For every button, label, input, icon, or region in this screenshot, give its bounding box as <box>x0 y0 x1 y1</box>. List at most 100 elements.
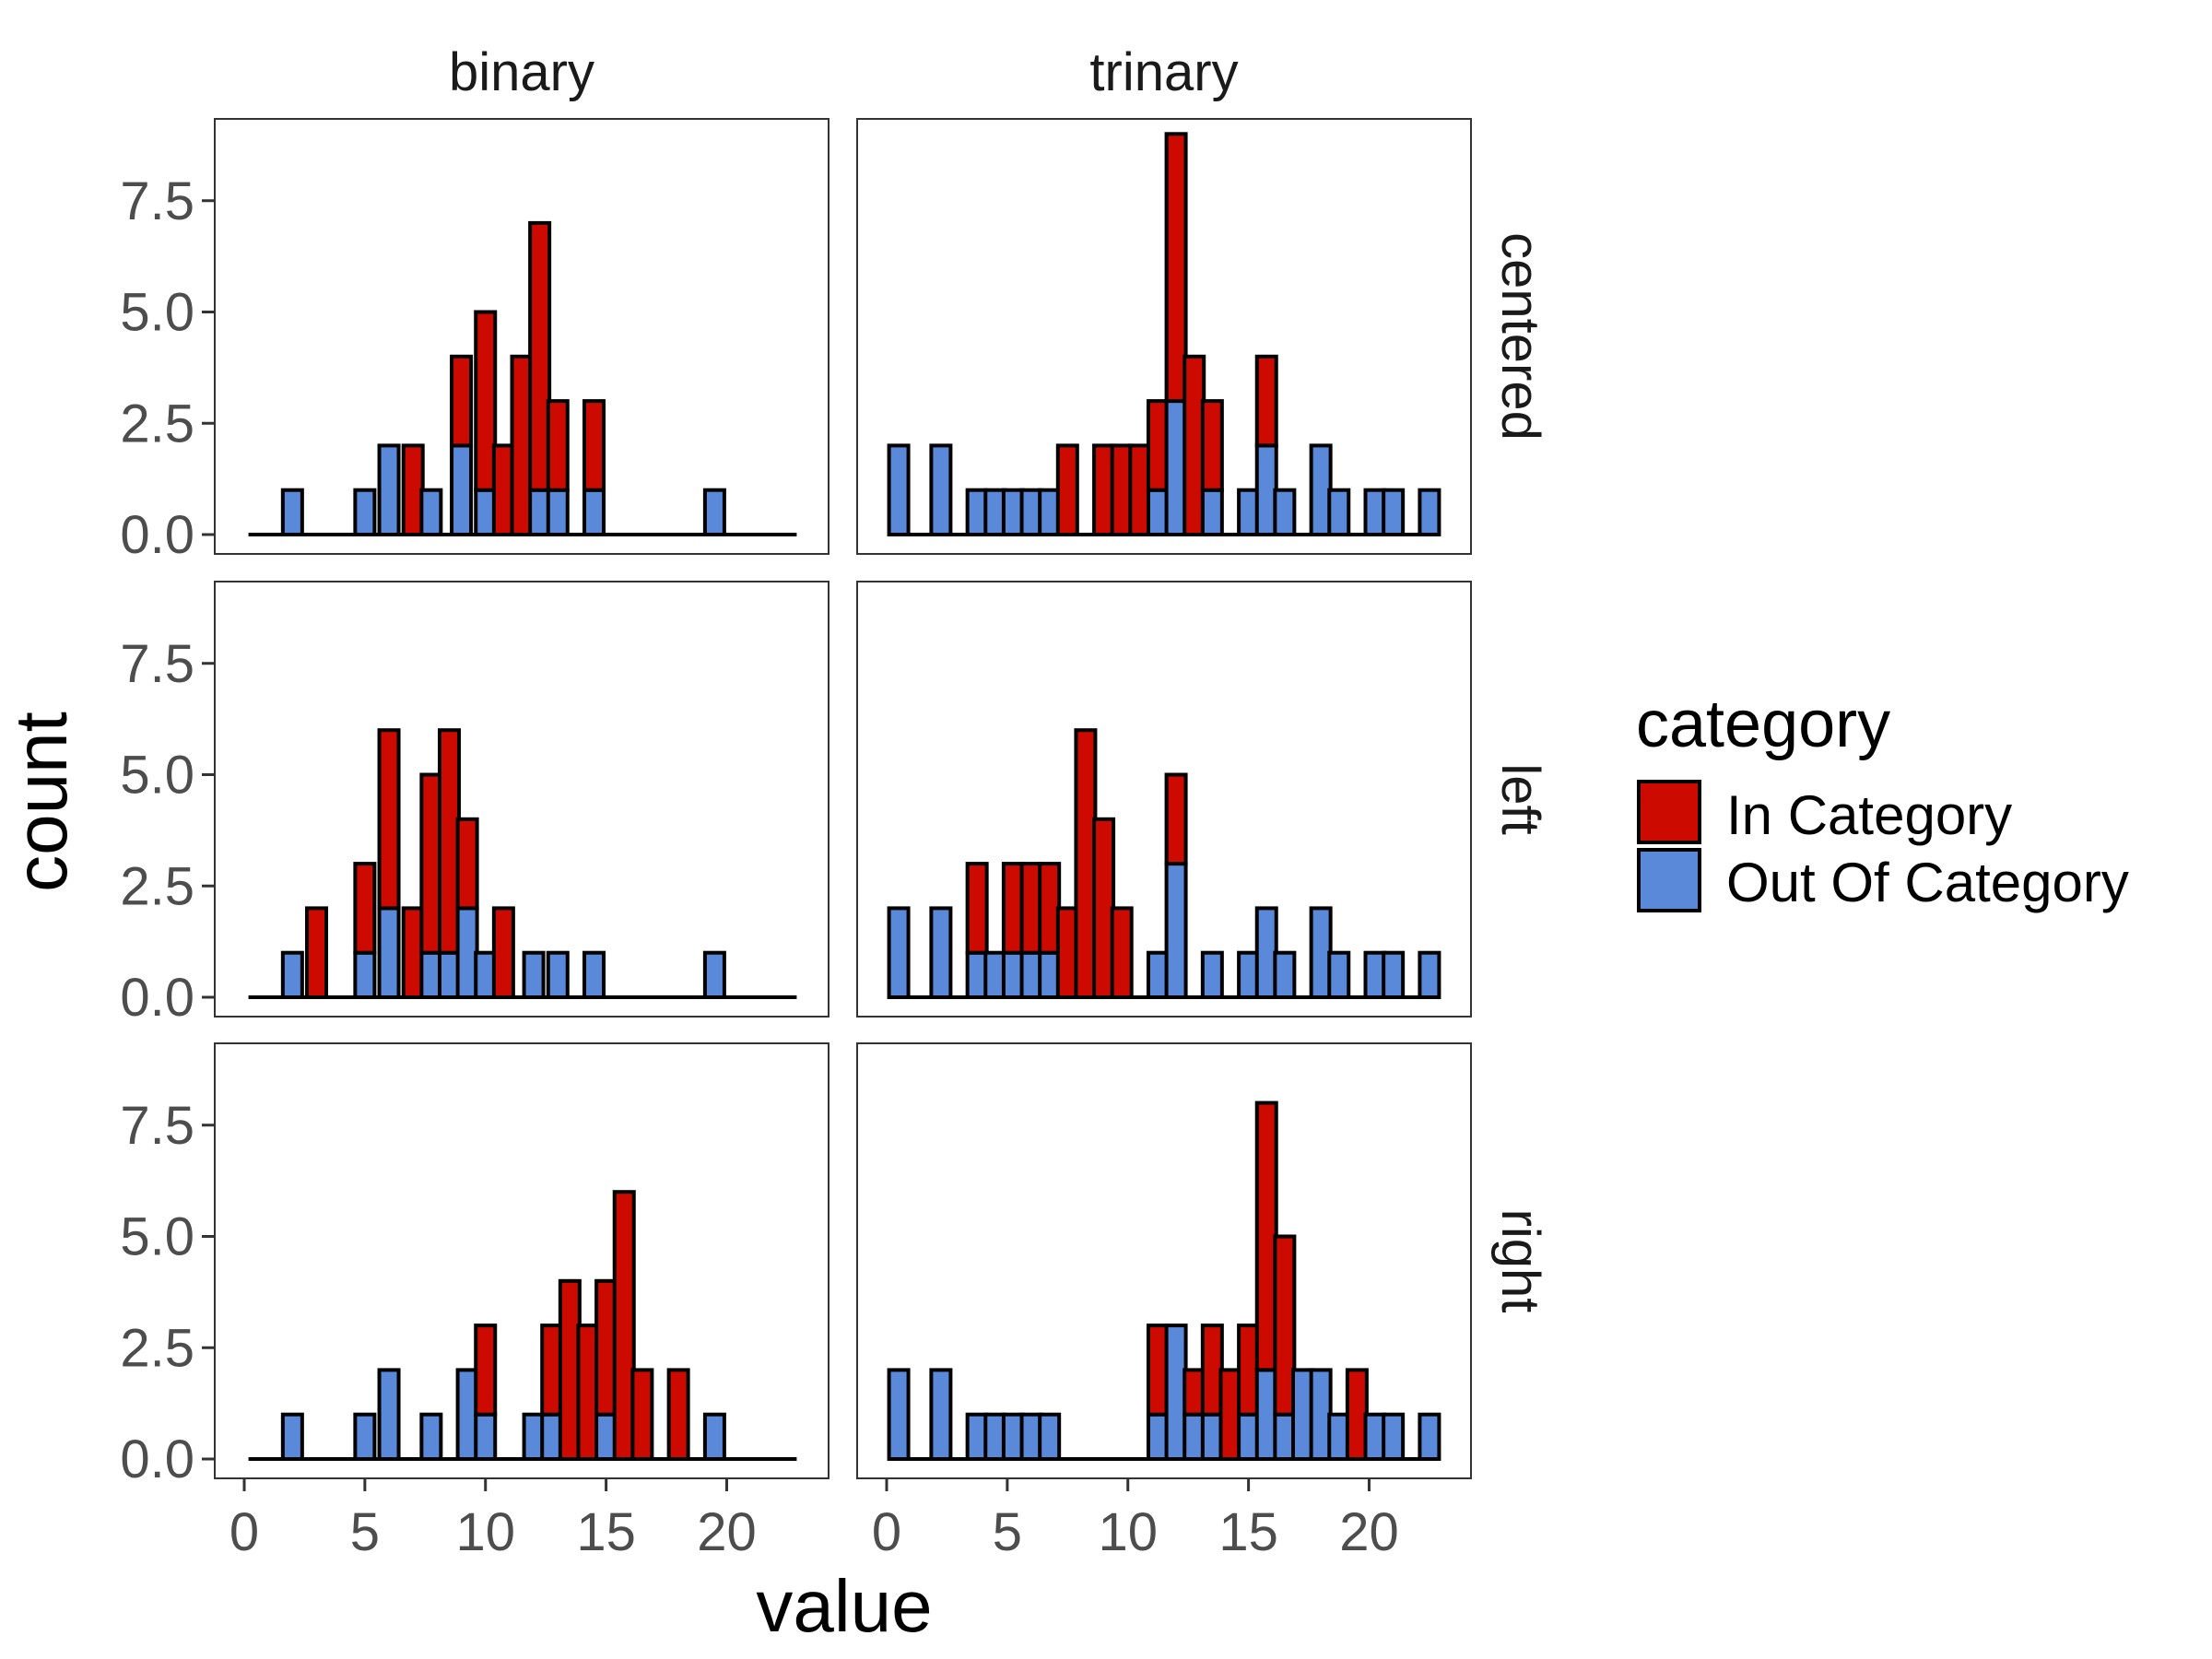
panel-trinary-right <box>856 1042 1472 1479</box>
panel-binary-centered <box>214 118 830 555</box>
bar-out-of-category <box>1200 950 1224 999</box>
bar-out-of-category <box>450 443 474 536</box>
bar-out-of-category <box>546 488 570 537</box>
bar-out-of-category <box>702 1412 726 1461</box>
bar-in-category <box>630 1368 654 1462</box>
y-tick-label: 7.5 <box>120 1096 194 1156</box>
bar-in-category <box>1055 443 1079 536</box>
bar-out-of-category <box>522 950 546 999</box>
panel-border <box>214 118 830 555</box>
y-tick-label: 7.5 <box>120 171 194 231</box>
bar-in-category <box>377 728 401 911</box>
panel-border <box>856 1042 1472 1479</box>
y-axis-title: count <box>0 712 82 892</box>
panel-border <box>214 581 830 1018</box>
bar-out-of-category <box>1273 488 1297 537</box>
bar-in-category <box>1254 354 1278 448</box>
panel-binary-right <box>214 1042 830 1479</box>
bar-out-of-category <box>419 1412 443 1461</box>
legend-swatch-in-category <box>1637 780 1701 844</box>
facet-strip-right: right <box>1490 1209 1550 1313</box>
bar-out-of-category <box>1038 1412 1062 1461</box>
bar-in-category <box>474 1324 498 1417</box>
bar-out-of-category <box>929 1368 953 1462</box>
x-tick-label: 15 <box>576 1502 636 1562</box>
bar-out-of-category <box>887 443 911 536</box>
bar-out-of-category <box>419 488 443 537</box>
bar-out-of-category <box>280 950 304 999</box>
bar-in-category <box>582 399 606 492</box>
bar-in-category <box>305 906 329 1000</box>
panels-layer <box>214 118 1472 1479</box>
bar-out-of-category <box>1273 950 1297 999</box>
y-tick-label: 5.0 <box>120 746 194 806</box>
x-tick-label: 5 <box>350 1502 380 1562</box>
bar-out-of-category <box>377 443 401 536</box>
y-tick-label: 2.5 <box>120 856 194 916</box>
bar-out-of-category <box>1382 488 1406 537</box>
x-axis-title: value <box>756 1565 932 1647</box>
panel-trinary-centered <box>856 118 1472 555</box>
y-tick-label: 0.0 <box>120 1430 194 1489</box>
bar-out-of-category <box>1382 1412 1406 1461</box>
facet-strip-trinary: trinary <box>1089 42 1238 102</box>
bar-out-of-category <box>474 1412 498 1461</box>
y-tick-label: 2.5 <box>120 1318 194 1378</box>
bar-in-category <box>1110 906 1134 1000</box>
y-tick-label: 7.5 <box>120 634 194 694</box>
bar-in-category <box>546 399 570 492</box>
bar-in-category <box>491 906 515 1000</box>
y-tick-label: 5.0 <box>120 283 194 343</box>
bar-in-category <box>450 354 474 448</box>
bar-in-category <box>612 1190 636 1461</box>
axes-layer: 0.0 2.5 5.0 7.5 0.0 2.5 5.0 7.5 0.0 2.5 5.0 7.5 0 5 10… <box>120 171 1398 1562</box>
bar-out-of-category <box>1382 950 1406 999</box>
y-tick-label: 0.0 <box>120 968 194 1028</box>
y-tick-label: 2.5 <box>120 394 194 453</box>
bar-out-of-category <box>353 950 377 999</box>
x-tick-label: 10 <box>1098 1502 1158 1562</box>
bar-out-of-category <box>929 443 953 536</box>
x-tick-label: 5 <box>993 1502 1022 1562</box>
panel-trinary-left <box>856 581 1472 1018</box>
bar-in-category <box>353 862 377 955</box>
bar-out-of-category <box>353 488 377 537</box>
x-tick-label: 15 <box>1218 1502 1278 1562</box>
bar-in-category <box>1273 1234 1297 1417</box>
bar-out-of-category <box>353 1412 377 1461</box>
bar-out-of-category <box>582 488 606 537</box>
bar-out-of-category <box>280 488 304 537</box>
legend-swatch-out-of-category <box>1637 848 1701 912</box>
facet-strip-binary: binary <box>449 42 594 102</box>
bar-in-category <box>1164 772 1188 866</box>
panel-binary-left <box>214 581 830 1018</box>
bar-out-of-category <box>702 950 726 999</box>
bar-out-of-category <box>1418 488 1441 537</box>
x-tick-label: 20 <box>697 1502 757 1562</box>
bar-out-of-category <box>280 1412 304 1461</box>
bar-out-of-category <box>887 906 911 1000</box>
bar-out-of-category <box>1164 862 1188 999</box>
bar-out-of-category <box>1327 950 1351 999</box>
bar-out-of-category <box>702 488 726 537</box>
bar-in-category <box>1164 132 1188 404</box>
bar-out-of-category <box>929 906 953 1000</box>
bar-in-category <box>528 220 552 492</box>
panel-border <box>856 581 1472 1018</box>
bar-out-of-category <box>887 1368 911 1462</box>
x-tick-label: 0 <box>872 1502 901 1562</box>
x-tick-label: 0 <box>229 1502 259 1562</box>
x-tick-label: 20 <box>1339 1502 1399 1562</box>
bar-out-of-category <box>1418 950 1441 999</box>
panel-border <box>856 118 1472 555</box>
bar-in-category <box>1200 399 1224 492</box>
legend-label-out-of-category: Out Of Category <box>1726 852 2129 913</box>
y-tick-label: 5.0 <box>120 1207 194 1267</box>
x-tick-label: 10 <box>455 1502 515 1562</box>
panel-border <box>214 1042 830 1479</box>
bar-in-category <box>474 310 498 492</box>
bar-in-category <box>455 817 479 911</box>
bar-out-of-category <box>1418 1412 1441 1461</box>
